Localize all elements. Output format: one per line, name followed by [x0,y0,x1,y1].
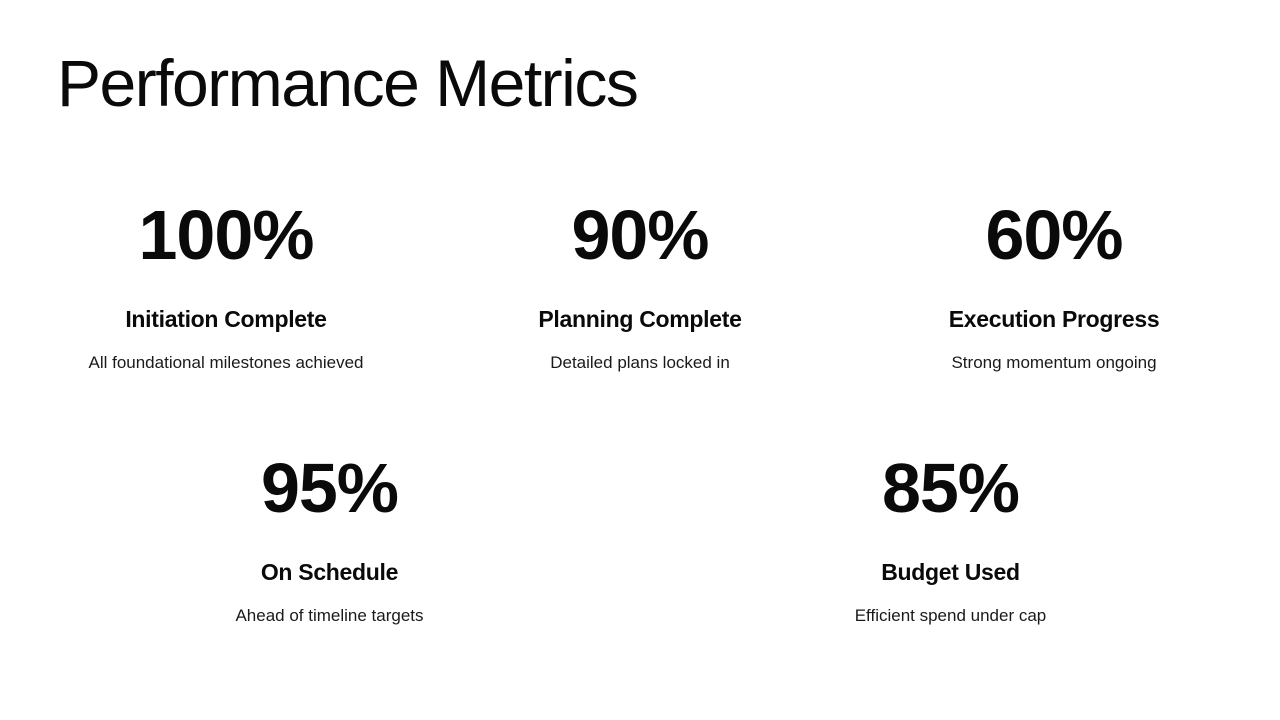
metrics-row-top: 100% Initiation Complete All foundationa… [19,200,1261,373]
metric-description: Ahead of timeline targets [235,605,424,625]
metric-value: 100% [138,196,314,274]
metric-label: Budget Used [881,559,1020,585]
metric-value: 85% [881,449,1020,527]
metric-description: Strong momentum ongoing [951,352,1157,372]
metric-description: Efficient spend under cap [854,605,1047,625]
metric-value: 90% [571,196,709,274]
metric-label: Execution Progress [948,306,1160,332]
metric-card-execution: 60% Execution Progress Strong momentum o… [847,200,1261,373]
page-title: Performance Metrics [57,46,639,120]
metric-card-initiation: 100% Initiation Complete All foundationa… [19,200,433,373]
metric-label: On Schedule [260,559,399,585]
metric-card-budget: 85% Budget Used Efficient spend under ca… [640,453,1261,626]
metrics-row-bottom: 95% On Schedule Ahead of timeline target… [19,453,1261,626]
metric-value: 60% [985,196,1123,274]
metric-card-schedule: 95% On Schedule Ahead of timeline target… [19,453,640,626]
metric-description: All foundational milestones achieved [88,352,364,372]
metric-label: Planning Complete [538,306,742,332]
metric-label: Initiation Complete [125,306,327,332]
metric-value: 95% [260,449,399,527]
metric-card-planning: 90% Planning Complete Detailed plans loc… [433,200,847,373]
metric-description: Detailed plans locked in [550,352,730,372]
